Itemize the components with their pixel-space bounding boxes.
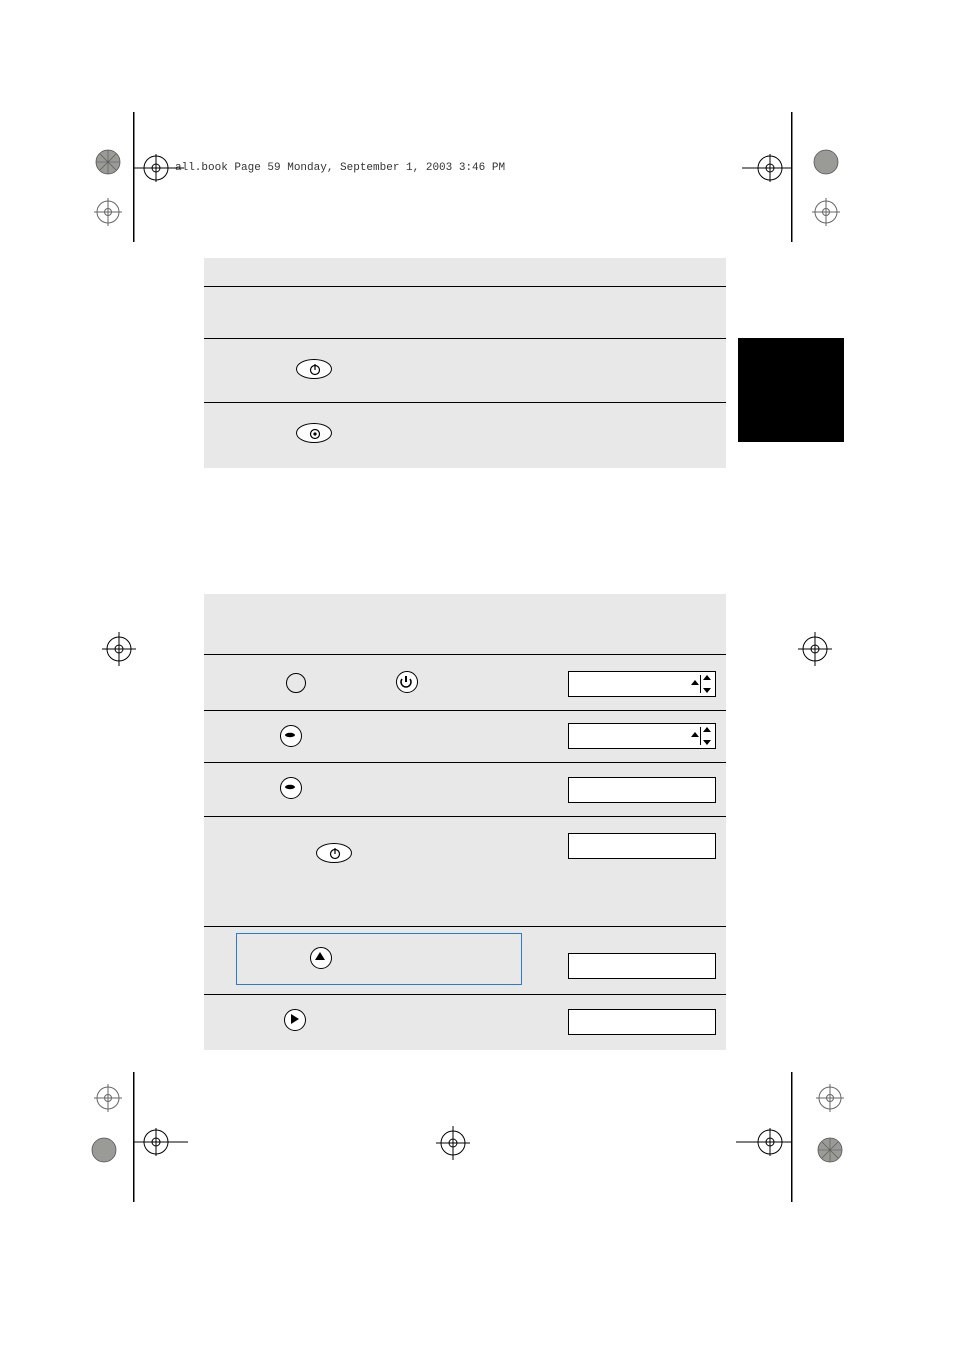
panel-b-row-5 [204, 926, 726, 994]
highlight-box [236, 933, 522, 985]
panel-b-row-3 [204, 762, 726, 816]
cropmark-mid-left [94, 624, 144, 674]
display-field-3[interactable] [568, 777, 716, 803]
crop-vline-left [133, 112, 134, 242]
up-arrow-icon [310, 947, 332, 969]
panel-a-row-3 [204, 402, 726, 468]
display-field-1[interactable] [568, 671, 716, 697]
cropmark-bottom-right [736, 1072, 866, 1202]
panel-a [204, 258, 726, 468]
panel-b-row-0 [204, 594, 726, 654]
crop-header-text: all.book Page 59 Monday, September 1, 20… [175, 162, 505, 174]
cropmark-top-left [84, 112, 184, 242]
panel-a-row-1 [204, 286, 726, 338]
display-field-5[interactable] [568, 953, 716, 979]
panel-b-row-2 [204, 710, 726, 762]
panel-a-row-0 [204, 258, 726, 286]
crop-vline-right [791, 112, 792, 242]
display-field-6[interactable] [568, 1009, 716, 1035]
stop-button-icon [296, 423, 332, 443]
display-field-4[interactable] [568, 833, 716, 859]
display-field-2[interactable] [568, 723, 716, 749]
right-arrow-icon [284, 1009, 306, 1031]
power-hold-icon [396, 671, 418, 693]
start-button-icon-2 [316, 843, 352, 863]
circle-outline-icon [286, 673, 306, 693]
minus-icon-2 [280, 777, 302, 799]
panel-a-row-2 [204, 338, 726, 402]
panel-b [204, 594, 726, 1050]
start-button-icon [296, 359, 332, 379]
cropmark-bottom-center [428, 1118, 478, 1168]
minus-icon [280, 725, 302, 747]
cropmark-mid-right [790, 624, 840, 674]
cropmark-top-right [742, 112, 862, 242]
side-tab [738, 338, 844, 442]
panel-b-row-6 [204, 994, 726, 1050]
panel-b-row-1 [204, 654, 726, 710]
crop-vline-right-b [791, 1072, 792, 1202]
panel-b-row-4 [204, 816, 726, 926]
crop-vline-left-b [133, 1072, 134, 1202]
